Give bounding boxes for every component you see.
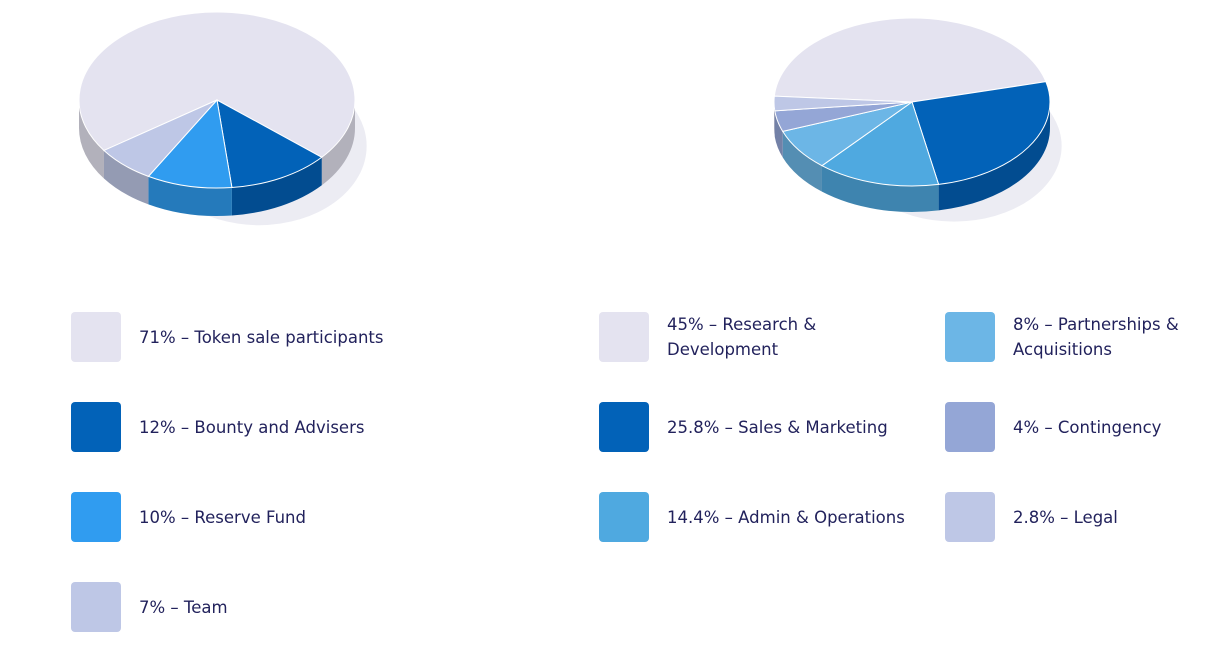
- left-pie-slice-3: [103, 99, 218, 177]
- legend-label: 71% – Token sale participants: [139, 327, 384, 347]
- legend-item-admin: 14.4% – Admin & Operations: [599, 492, 907, 542]
- left-pie-slice-side-2: [148, 176, 232, 216]
- legend-swatch: [71, 582, 121, 632]
- token-distribution-pie-chart: [60, 0, 410, 250]
- legend-swatch: [599, 312, 649, 362]
- left-pie-slice-side-1: [231, 157, 322, 216]
- legend-item-bounty: 12% – Bounty and Advisers: [71, 402, 383, 452]
- token-distribution-legend: 71% – Token sale participants 12% – Boun…: [71, 312, 383, 672]
- legend-label: 7% – Team: [139, 597, 228, 617]
- legend-label: 45% – Research & Development: [667, 315, 817, 359]
- legend-label: 4% – Contingency: [1013, 417, 1162, 437]
- legend-item-team: 7% – Team: [71, 582, 383, 632]
- funds-allocation-legend-col-1: 45% – Research & Development 25.8% – Sal…: [599, 312, 907, 582]
- right-pie-slice-side-3: [782, 131, 822, 192]
- legend-swatch: [945, 492, 995, 542]
- legend-swatch: [71, 402, 121, 452]
- funds-allocation-pie-svg: [773, 17, 1062, 222]
- legend-item-research: 45% – Research & Development: [599, 312, 907, 362]
- legend-item-contingency: 4% – Contingency: [945, 402, 1203, 452]
- legend-label: 12% – Bounty and Advisers: [139, 417, 365, 437]
- left-pie-slice-side-3: [103, 150, 149, 205]
- legend-label: 25.8% – Sales & Marketing: [667, 417, 888, 437]
- legend-label: 14.4% – Admin & Operations: [667, 507, 905, 527]
- legend-swatch: [599, 402, 649, 452]
- right-pie-slice-side-2: [821, 165, 939, 212]
- legend-item-reserve: 10% – Reserve Fund: [71, 492, 383, 542]
- legend-swatch: [599, 492, 649, 542]
- legend-swatch: [71, 492, 121, 542]
- legend-item-legal: 2.8% – Legal: [945, 492, 1203, 542]
- legend-swatch: [945, 312, 995, 362]
- right-pie-slice-0: [773, 17, 1047, 103]
- legend-swatch: [945, 402, 995, 452]
- funds-allocation-pie-chart: [755, 0, 1105, 250]
- legend-item-token-sale: 71% – Token sale participants: [71, 312, 383, 362]
- left-pie-slice-0: [78, 11, 356, 158]
- legend-label: 10% – Reserve Fund: [139, 507, 306, 527]
- token-distribution-pie-svg: [78, 11, 367, 226]
- legend-label: 2.8% – Legal: [1013, 507, 1118, 527]
- right-pie-slice-5: [773, 95, 913, 112]
- right-pie-slice-2: [821, 101, 940, 187]
- right-pie-slice-side-4: [774, 110, 783, 158]
- funds-allocation-legend-col-2: 8% – Partnerships & Acquisitions 4% – Co…: [945, 312, 1203, 582]
- left-pie-slice-2: [147, 98, 233, 189]
- legend-label: 8% – Partnerships & Acquisitions: [1013, 315, 1179, 359]
- left-pie-slice-side-0: [79, 100, 104, 179]
- right-pie-slice-1: [911, 81, 1051, 185]
- legend-item-partnerships: 8% – Partnerships & Acquisitions: [945, 312, 1203, 362]
- legend-item-sales: 25.8% – Sales & Marketing: [599, 402, 907, 452]
- right-pie-slice-side-1: [938, 102, 1050, 211]
- legend-swatch: [71, 312, 121, 362]
- left-pie-slice-1: [216, 99, 323, 189]
